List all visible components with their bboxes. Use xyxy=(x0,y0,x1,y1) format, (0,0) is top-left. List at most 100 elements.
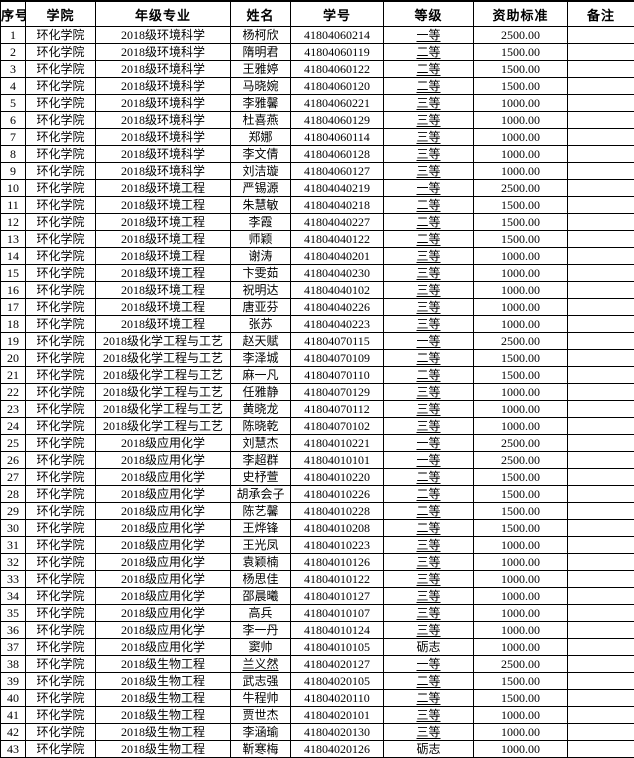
cell-grade: 三等 xyxy=(384,282,474,299)
cell-amount: 1500.00 xyxy=(474,469,568,486)
cell-text: 二等 xyxy=(416,62,440,76)
table-header: 序号学院年级专业姓名学号等级资助标准备注 xyxy=(1,1,634,27)
cell-text: 43 xyxy=(7,742,19,756)
cell-name: 严锡源 xyxy=(231,180,291,197)
cell-text: 2018级应用化学 xyxy=(121,487,205,501)
cell-text: 1500.00 xyxy=(501,487,540,501)
cell-text: 陈晓乾 xyxy=(242,419,278,433)
cell-grade: 三等 xyxy=(384,316,474,333)
cell-grade: 一等 xyxy=(384,333,474,350)
cell-text: 二等 xyxy=(416,215,440,229)
cell-student_id: 41804040122 xyxy=(291,231,384,248)
cell-student_id: 41804040218 xyxy=(291,197,384,214)
cell-major: 2018级应用化学 xyxy=(96,571,231,588)
column-header-major: 年级专业 xyxy=(96,1,231,27)
cell-student_id: 41804010221 xyxy=(291,435,384,452)
cell-major: 2018级环境科学 xyxy=(96,61,231,78)
cell-text: 41804070115 xyxy=(304,334,370,348)
cell-text: 环化学院 xyxy=(36,249,84,263)
cell-major: 2018级环境科学 xyxy=(96,163,231,180)
cell-text: 2018级环境工程 xyxy=(121,283,205,297)
cell-college: 环化学院 xyxy=(26,690,96,707)
cell-text: 15 xyxy=(7,266,19,280)
cell-text: 41804060119 xyxy=(304,45,370,59)
cell-amount: 2500.00 xyxy=(474,656,568,673)
cell-no: 24 xyxy=(1,418,26,435)
cell-name: 卞雯茹 xyxy=(231,265,291,282)
cell-text: 三等 xyxy=(416,385,440,399)
cell-student_id: 41804020105 xyxy=(291,673,384,690)
cell-text: 2018级化学工程与工艺 xyxy=(103,351,223,365)
cell-student_id: 41804040226 xyxy=(291,299,384,316)
cell-grade: 二等 xyxy=(384,503,474,520)
cell-text: 环化学院 xyxy=(36,691,84,705)
cell-text: 袁颖楠 xyxy=(242,555,278,569)
cell-text: 黄晓龙 xyxy=(242,402,278,416)
cell-college: 环化学院 xyxy=(26,231,96,248)
cell-no: 40 xyxy=(1,690,26,707)
cell-text: 41804040226 xyxy=(304,300,370,314)
cell-text: 一等 xyxy=(416,181,440,195)
cell-grade: 三等 xyxy=(384,588,474,605)
cell-no: 11 xyxy=(1,197,26,214)
cell-text: 16 xyxy=(7,283,19,297)
cell-major: 2018级应用化学 xyxy=(96,435,231,452)
cell-major: 2018级应用化学 xyxy=(96,469,231,486)
cell-text: 14 xyxy=(7,249,19,263)
cell-text: 环化学院 xyxy=(36,402,84,416)
cell-text: 41804010220 xyxy=(304,470,370,484)
cell-text: 30 xyxy=(7,521,19,535)
cell-note xyxy=(568,112,634,129)
cell-text: 41804010107 xyxy=(304,606,370,620)
cell-text: 2018级生物工程 xyxy=(121,742,205,756)
cell-text: 卞雯茹 xyxy=(242,266,278,280)
cell-text: 2018级应用化学 xyxy=(121,623,205,637)
cell-name: 唐亚芬 xyxy=(231,299,291,316)
cell-text: 41804060122 xyxy=(304,62,370,76)
cell-no: 37 xyxy=(1,639,26,656)
cell-student_id: 41804020126 xyxy=(291,741,384,758)
cell-text: 杜喜燕 xyxy=(242,113,278,127)
cell-college: 环化学院 xyxy=(26,503,96,520)
cell-college: 环化学院 xyxy=(26,197,96,214)
cell-amount: 1000.00 xyxy=(474,707,568,724)
cell-text: 41804020127 xyxy=(304,657,370,671)
cell-text: 41804020130 xyxy=(304,725,370,739)
cell-text: 环化学院 xyxy=(36,283,84,297)
cell-text: 18 xyxy=(7,317,19,331)
cell-college: 环化学院 xyxy=(26,282,96,299)
column-header-name: 姓名 xyxy=(231,1,291,27)
cell-text: 2018级应用化学 xyxy=(121,572,205,586)
cell-text: 2018级化学工程与工艺 xyxy=(103,419,223,433)
cell-student_id: 41804010107 xyxy=(291,605,384,622)
cell-note xyxy=(568,350,634,367)
cell-text: 1000.00 xyxy=(501,266,540,280)
cell-text: 2018级环境科学 xyxy=(121,130,205,144)
cell-text: 二等 xyxy=(416,351,440,365)
cell-text: 三等 xyxy=(416,130,440,144)
cell-no: 14 xyxy=(1,248,26,265)
cell-text: 李霞 xyxy=(248,215,272,229)
cell-major: 2018级生物工程 xyxy=(96,673,231,690)
cell-college: 环化学院 xyxy=(26,656,96,673)
cell-college: 环化学院 xyxy=(26,554,96,571)
cell-name: 李一丹 xyxy=(231,622,291,639)
cell-name: 祝明达 xyxy=(231,282,291,299)
cell-college: 环化学院 xyxy=(26,469,96,486)
cell-text: 8 xyxy=(10,147,16,161)
cell-text: 二等 xyxy=(416,45,440,59)
cell-student_id: 41804040219 xyxy=(291,180,384,197)
cell-text: 32 xyxy=(7,555,19,569)
cell-major: 2018级应用化学 xyxy=(96,503,231,520)
cell-grade: 三等 xyxy=(384,299,474,316)
cell-note xyxy=(568,316,634,333)
cell-college: 环化学院 xyxy=(26,452,96,469)
cell-text: 1000.00 xyxy=(501,385,540,399)
cell-name: 马晓婉 xyxy=(231,78,291,95)
cell-note xyxy=(568,401,634,418)
cell-student_id: 41804010101 xyxy=(291,452,384,469)
